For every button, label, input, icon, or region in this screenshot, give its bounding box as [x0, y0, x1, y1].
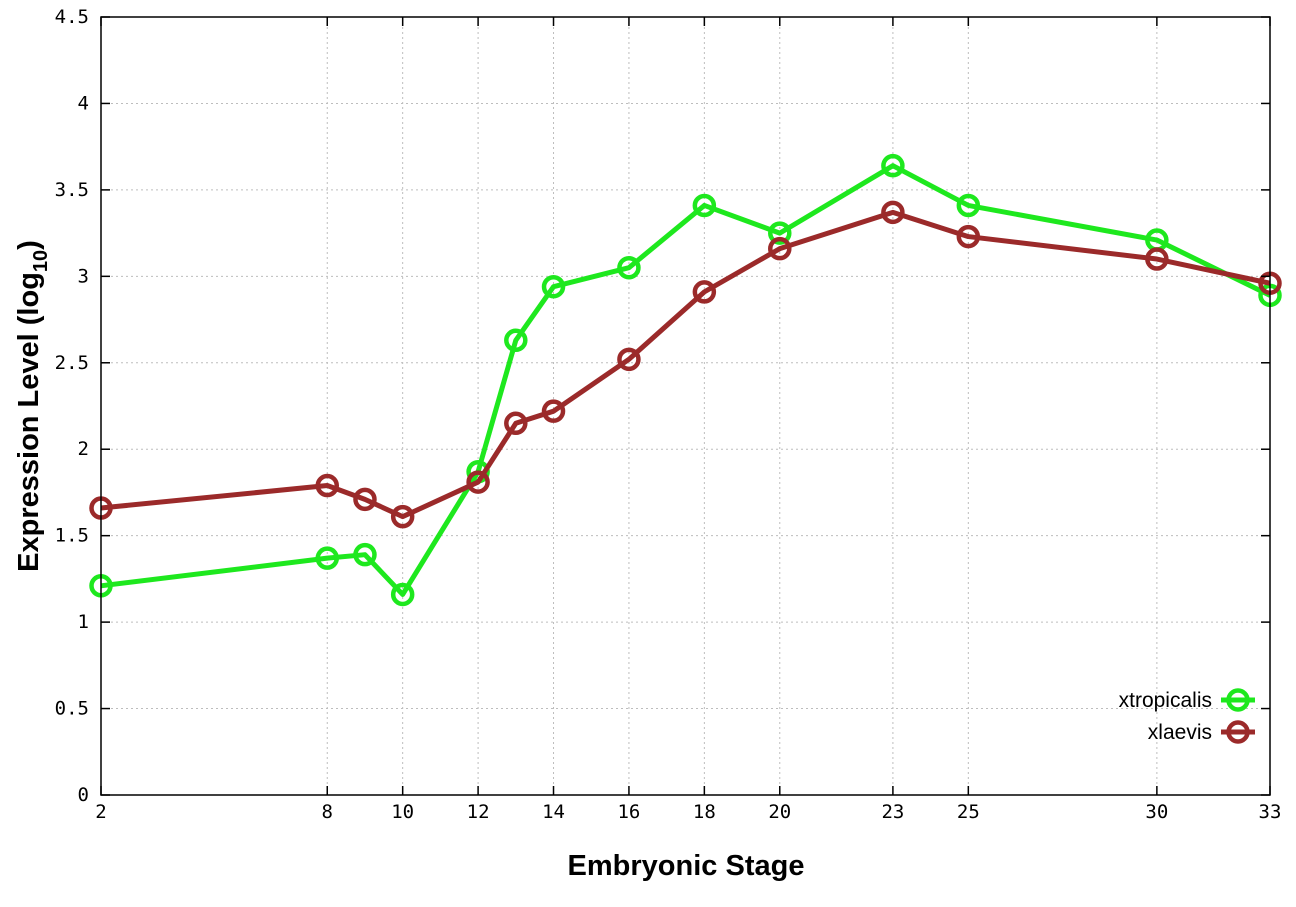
y-axis-title-end: ) — [13, 240, 45, 250]
data-point — [768, 236, 792, 261]
plot-frame — [100, 16, 1271, 796]
data-point — [881, 200, 905, 225]
x-tick-label: 30 — [1145, 801, 1168, 823]
y-tick-label: 3 — [78, 265, 89, 287]
data-point — [315, 473, 340, 498]
y-axis-title: Expression Level (log10) — [13, 240, 52, 572]
series-xlaevis — [89, 200, 1282, 529]
y-axis-title-subscript: 10 — [30, 250, 52, 272]
x-axis-ticks: 2 8 10 12 14 16 18 20 23 25 30 33 — [95, 17, 1281, 823]
y-axis-ticks: 0 0.5 1 1.5 2 2.5 3 3.5 4 4.5 — [55, 6, 1270, 806]
x-tick-label: 16 — [617, 801, 640, 823]
data-point — [504, 411, 528, 436]
data-point — [353, 487, 377, 512]
y-tick-label: 4.5 — [55, 6, 89, 28]
data-point — [692, 193, 717, 218]
x-tick-label: 2 — [95, 801, 106, 823]
data-point — [390, 504, 415, 529]
series-xtropicalis — [89, 153, 1282, 607]
data-point — [1145, 247, 1169, 271]
y-tick-label: 1 — [78, 611, 89, 633]
data-point — [692, 280, 717, 304]
legend: xtropicalis xlaevis — [1119, 688, 1255, 744]
series-layer — [89, 153, 1282, 607]
legend-label: xlaevis — [1148, 721, 1212, 744]
y-tick-label: 1.5 — [55, 525, 89, 547]
legend-label: xtropicalis — [1119, 689, 1212, 712]
data-point — [617, 347, 641, 372]
x-tick-label: 10 — [391, 801, 414, 823]
grid — [101, 17, 1270, 795]
series-line — [100, 163, 1272, 597]
data-point — [315, 546, 340, 570]
data-point — [353, 542, 377, 567]
data-point — [541, 399, 566, 423]
legend-item-xlaevis: xlaevis — [1148, 720, 1255, 744]
legend-marker — [1226, 688, 1250, 712]
data-point — [504, 328, 528, 353]
data-point — [541, 274, 566, 299]
data-point — [881, 153, 905, 178]
x-tick-label: 12 — [467, 801, 490, 823]
y-tick-label: 0.5 — [55, 698, 89, 720]
x-tick-label: 20 — [768, 801, 791, 823]
y-axis-title-main: Expression Level (log — [13, 272, 45, 572]
data-point — [956, 193, 981, 218]
y-tick-label: 4 — [78, 92, 89, 114]
data-point — [466, 470, 490, 494]
x-tick-label: 23 — [881, 801, 904, 823]
y-tick-label: 3.5 — [55, 179, 89, 201]
y-tick-label: 2.5 — [55, 352, 89, 374]
series-line — [100, 209, 1271, 520]
legend-marker — [1226, 720, 1250, 744]
x-tick-label: 8 — [322, 801, 333, 823]
data-point — [390, 582, 415, 607]
x-tick-label: 25 — [957, 801, 980, 823]
data-point — [956, 224, 981, 249]
x-tick-label: 33 — [1259, 801, 1282, 823]
data-point — [617, 255, 641, 280]
legend-item-xtropicalis: xtropicalis — [1119, 688, 1255, 712]
y-tick-label: 2 — [78, 438, 89, 460]
data-point — [768, 221, 792, 245]
y-tick-label: 0 — [78, 784, 89, 806]
x-tick-label: 18 — [693, 801, 716, 823]
x-tick-label: 14 — [542, 801, 565, 823]
x-axis-title: Embryonic Stage — [568, 850, 805, 882]
